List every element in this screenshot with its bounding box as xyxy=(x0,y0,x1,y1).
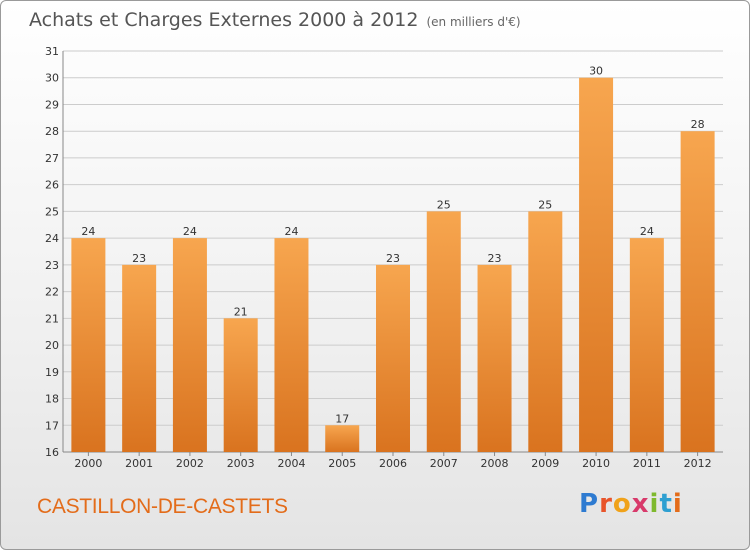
y-tick-label: 30 xyxy=(45,72,59,85)
y-tick-label: 23 xyxy=(45,259,59,272)
x-tick-label: 2009 xyxy=(531,457,559,470)
y-tick-label: 31 xyxy=(45,45,59,58)
y-tick-label: 25 xyxy=(45,205,59,218)
logo-letter: r xyxy=(599,489,613,519)
bar xyxy=(325,425,360,452)
x-tick-label: 2005 xyxy=(328,457,356,470)
bar xyxy=(274,238,309,452)
bar-value-label: 23 xyxy=(132,252,146,265)
bar xyxy=(477,264,512,452)
y-tick-label: 18 xyxy=(45,393,59,406)
x-tick-label: 2002 xyxy=(176,457,204,470)
y-tick-label: 24 xyxy=(45,232,59,245)
y-tick-label: 16 xyxy=(45,446,59,459)
bar-value-label: 24 xyxy=(183,225,197,238)
x-tick-label: 2008 xyxy=(481,457,509,470)
bar-value-label: 30 xyxy=(589,65,603,78)
bar-value-label: 23 xyxy=(386,252,400,265)
chart-title-text: Achats et Charges Externes 2000 à 2012 xyxy=(29,9,419,31)
y-tick-label: 22 xyxy=(45,286,59,299)
x-tick-label: 2010 xyxy=(582,457,610,470)
x-tick-label: 2001 xyxy=(125,457,153,470)
x-tick-label: 2007 xyxy=(430,457,458,470)
y-tick-label: 17 xyxy=(45,419,59,432)
x-tick-label: 2011 xyxy=(633,457,661,470)
logo-letter: i xyxy=(649,489,660,519)
logo-letter: i xyxy=(672,489,683,519)
bar xyxy=(71,238,106,452)
y-tick-label: 26 xyxy=(45,179,59,192)
logo-letter: t xyxy=(659,489,673,519)
bar-value-label: 24 xyxy=(640,225,654,238)
logo-letter: x xyxy=(631,489,650,519)
bar xyxy=(579,77,614,452)
x-tick-label: 2000 xyxy=(74,457,102,470)
chart-unit: (en milliers d'€) xyxy=(426,15,521,29)
bar xyxy=(528,211,563,452)
y-tick-label: 21 xyxy=(45,312,59,325)
chart-title: Achats et Charges Externes 2000 à 2012 (e… xyxy=(29,9,521,31)
city-name: CASTILLON-DE-CASTETS xyxy=(37,495,288,518)
bar xyxy=(426,211,461,452)
y-tick-label: 28 xyxy=(45,125,59,138)
y-tick-label: 20 xyxy=(45,339,59,352)
logo-letter: o xyxy=(612,489,632,519)
bar-value-label: 25 xyxy=(437,198,451,211)
bar-value-label: 24 xyxy=(284,225,298,238)
y-tick-label: 27 xyxy=(45,152,59,165)
bar xyxy=(223,318,258,452)
proxiti-logo[interactable]: Proxiti xyxy=(579,489,683,519)
bar-value-label: 28 xyxy=(691,118,705,131)
bar xyxy=(122,264,157,452)
logo-letter: P xyxy=(579,489,600,519)
bar xyxy=(376,264,410,452)
bar-value-label: 25 xyxy=(538,198,552,211)
x-tick-label: 2003 xyxy=(227,457,255,470)
y-tick-label: 19 xyxy=(45,366,59,379)
x-tick-label: 2012 xyxy=(684,457,712,470)
bar xyxy=(172,238,207,452)
bar-value-label: 17 xyxy=(335,412,349,425)
y-tick-label: 29 xyxy=(45,98,59,111)
x-tick-label: 2004 xyxy=(277,457,305,470)
bar xyxy=(629,238,664,452)
bar-value-label: 24 xyxy=(81,225,95,238)
bar-value-label: 23 xyxy=(488,252,502,265)
bar xyxy=(680,131,715,452)
x-tick-label: 2006 xyxy=(379,457,407,470)
bar-value-label: 21 xyxy=(234,305,248,318)
